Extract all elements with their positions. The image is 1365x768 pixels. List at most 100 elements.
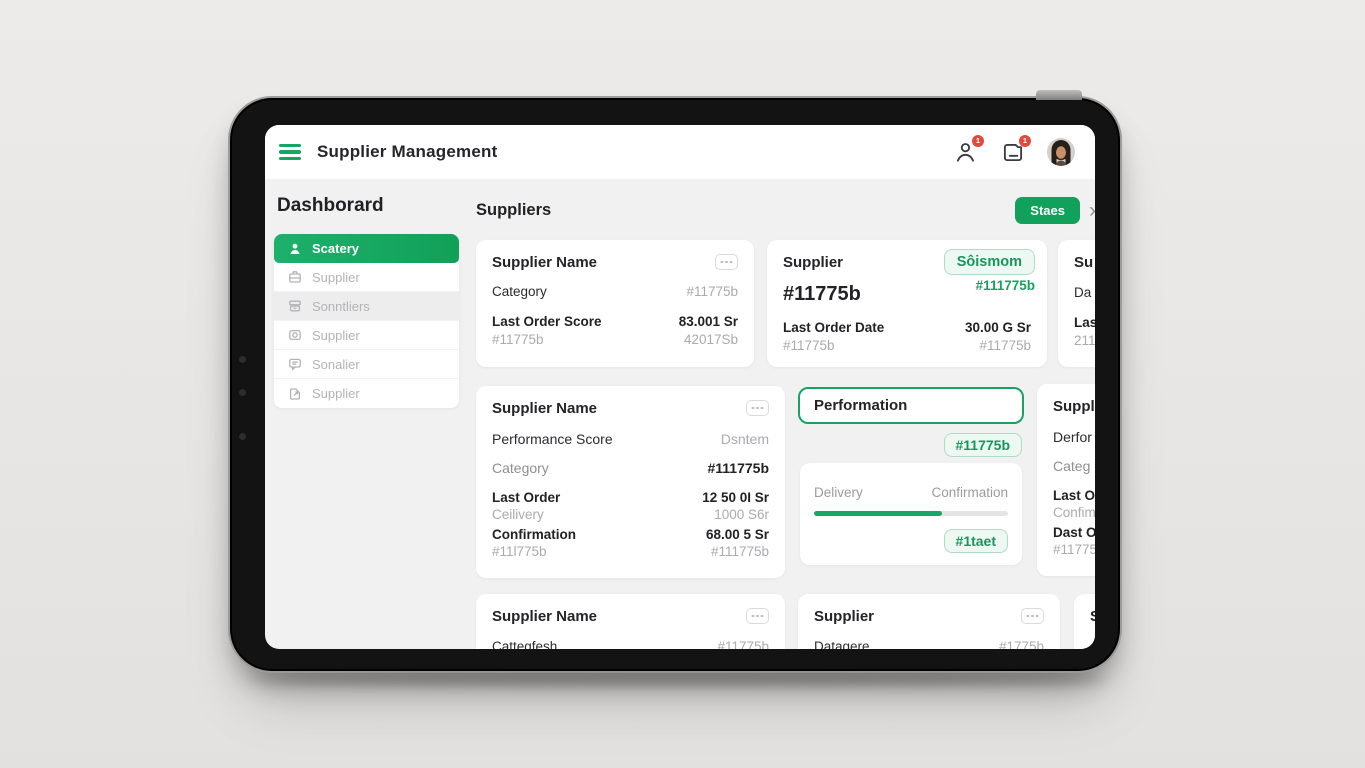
supplier-id: #11775b — [783, 283, 861, 305]
main-header: Suppliers Staes › — [476, 197, 1095, 224]
row-label: Performance Score — [492, 431, 613, 447]
row-label: Category — [492, 284, 547, 299]
supplier-card-3[interactable]: Su Da Las 211 — [1058, 240, 1095, 367]
row-value: #111775b — [707, 460, 769, 476]
delivery-label: Delivery — [814, 485, 863, 500]
row-label: Ceilivery — [492, 507, 544, 522]
ellipsis-icon[interactable] — [746, 608, 769, 624]
badge-sub-id: #111775b — [975, 278, 1035, 293]
performation-panel: Delivery Confirmation #1taet — [800, 463, 1022, 565]
row-label: 211 — [1074, 333, 1095, 348]
row-label: Last Order Date — [783, 320, 885, 335]
row-label: #11775b — [492, 332, 544, 347]
performation-title-box[interactable]: Performation — [798, 387, 1024, 424]
row-label: #11l775b — [492, 544, 547, 559]
bezel-dot — [239, 433, 246, 440]
ellipsis-icon[interactable] — [746, 400, 769, 416]
sidebar-item-label: Scatery — [312, 241, 359, 256]
card-title: Supplier — [783, 254, 844, 271]
row-value: #11775b — [686, 284, 738, 299]
id-badge: #11775b — [943, 433, 1022, 457]
person-icon — [290, 243, 300, 254]
sidebar-item-label: Sonntliers — [312, 298, 370, 314]
supplier-card-7[interactable]: Supplier Name Cattegfesh #11775b — [476, 594, 785, 649]
photo-icon — [289, 329, 301, 341]
status-badge: Sôismom — [943, 249, 1035, 275]
sidebar-item-supplier-3[interactable]: Supplier — [274, 379, 459, 408]
sidebar-heading: Dashborard — [277, 195, 384, 216]
row-value: 83.001 Sr — [678, 314, 738, 329]
progress-bar — [814, 511, 1008, 516]
user-notification-badge: 1 — [972, 135, 984, 147]
sidebar-item-supplier-1[interactable]: Supplier — [274, 263, 459, 292]
ellipsis-icon[interactable] — [1021, 608, 1044, 624]
main-panel: Suppliers Staes › Supplier Name Category… — [462, 179, 1095, 649]
card-title: S — [1090, 608, 1095, 625]
row-label: #11775 — [1053, 542, 1095, 557]
staes-button[interactable]: Staes — [1015, 197, 1080, 224]
row-label: Last Or — [1053, 488, 1095, 503]
row-value: 68.00 5 Sr — [705, 527, 769, 542]
bezel-dot — [239, 356, 246, 363]
performation-card[interactable]: Performation #11775b Delivery Confirmati… — [798, 387, 1024, 565]
sidebar-item-sonntliers[interactable]: Sonntliers — [274, 292, 459, 321]
supplier-card-1[interactable]: Supplier Name Category #11775b Last Orde… — [476, 240, 754, 367]
sidebar-item-label: Sonalier — [312, 356, 360, 372]
app-bar: Supplier Management 1 1 — [265, 125, 1095, 179]
sidebar-item-sonalier[interactable]: Sonalier — [274, 350, 459, 379]
row-value: #11775b — [979, 338, 1031, 353]
row-value: 1000 S6r — [714, 507, 769, 522]
row-label: #11775b — [783, 338, 835, 353]
row-label: Derfor — [1053, 429, 1092, 445]
card-title: Suppli — [1053, 398, 1095, 415]
user-icon[interactable]: 1 — [953, 135, 984, 165]
inbox-icon[interactable]: 1 — [1000, 135, 1031, 165]
card-badge-stack: Sôismom #111775b — [943, 249, 1035, 293]
supplier-card-8[interactable]: Supplier Datagere #1775b — [798, 594, 1060, 649]
card-title: Supplier Name — [492, 608, 598, 625]
ellipsis-icon[interactable] — [715, 254, 738, 270]
card-title: Su — [1074, 254, 1094, 271]
page-title: Suppliers — [476, 201, 552, 219]
row-label: Confim — [1053, 505, 1095, 520]
supplier-card-9[interactable]: S — [1074, 594, 1095, 649]
sidebar-item-scatery[interactable]: Scatery — [274, 234, 459, 263]
avatar[interactable] — [1047, 138, 1075, 166]
row-label: Cattegfesh — [492, 639, 558, 649]
row-label: Da — [1074, 285, 1092, 300]
chevron-right-icon[interactable]: › — [1089, 200, 1095, 221]
row-value: 30.00 G Sr — [964, 320, 1031, 335]
briefcase-icon — [289, 271, 301, 283]
power-button — [1036, 90, 1082, 100]
tablet-screen: Supplier Management 1 1 — [265, 125, 1095, 649]
row-label: Dast O — [1053, 525, 1095, 540]
card-title: Performation — [814, 397, 908, 414]
sidebar-item-label: Supplier — [312, 327, 360, 343]
archive-icon — [289, 300, 301, 312]
sidebar-item-label: Supplier — [312, 269, 360, 285]
confirmation-label: Confirmation — [931, 485, 1008, 500]
row-label: Confirmation — [492, 527, 576, 542]
sidebar-item-supplier-2[interactable]: Supplier — [274, 321, 459, 350]
row-value: 42017Sb — [683, 332, 738, 347]
tag-badge: #1taet — [943, 529, 1008, 553]
sidebar-menu: Scatery Supplier Sonntliers — [274, 234, 459, 408]
hamburger-menu-icon[interactable] — [279, 144, 301, 160]
card-title: Supplier Name — [492, 400, 598, 417]
supplier-card-2[interactable]: Sôismom #111775b Supplier #11775b Last O… — [767, 240, 1047, 367]
row-label: Category — [492, 460, 549, 476]
chat-icon — [289, 358, 301, 371]
row-label: Last Order — [492, 490, 561, 505]
row-value: #111775b — [710, 544, 769, 559]
tablet-shadow — [250, 674, 1106, 686]
content-area: Dashborard Scatery Supplier — [265, 179, 1095, 649]
sidebar-item-label: Supplier — [312, 386, 360, 401]
row-value: Dsntem — [720, 431, 769, 447]
supplier-card-6[interactable]: Suppli Derfor Categ Last Or Confim Dast … — [1037, 384, 1095, 576]
row-value: 12 50 0I Sr — [702, 490, 769, 505]
row-label: Datagere — [814, 639, 870, 649]
row-label: Categ — [1053, 458, 1091, 474]
supplier-card-4[interactable]: Supplier Name Performance Score Dsntem C… — [476, 386, 785, 578]
inbox-notification-badge: 1 — [1019, 135, 1031, 147]
row-label: Las — [1074, 315, 1095, 330]
